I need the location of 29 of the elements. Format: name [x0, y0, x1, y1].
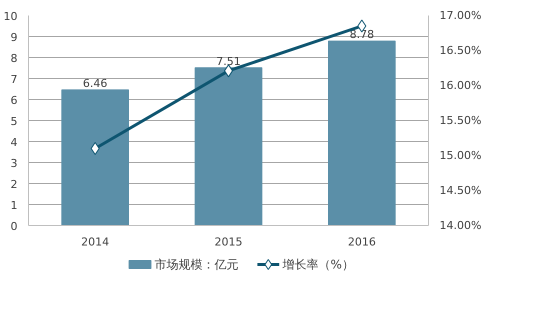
y-tick-label: 6: [10, 94, 18, 107]
x-tick-label: 2015: [214, 236, 243, 248]
x-tick-label: 2016: [348, 236, 376, 248]
y-tick-label: 7: [10, 73, 18, 86]
y2-tick-label: 15.00%: [440, 149, 482, 162]
data-label: 6.46: [82, 76, 108, 90]
y2-tick-label: 16.00%: [440, 79, 482, 92]
y2-tick-label: 16.50%: [440, 44, 482, 57]
y-tick-label: 10: [4, 10, 18, 23]
y2-tick-label: 15.50%: [440, 114, 482, 127]
legend-label: 增长率（%）: [282, 258, 354, 272]
y-tick-label: 2: [10, 178, 18, 191]
y-tick-label: 3: [10, 157, 18, 170]
y-tick-label: 5: [10, 115, 18, 128]
y-tick-label: 4: [10, 136, 18, 149]
y2-tick-label: 14.00%: [440, 219, 482, 232]
x-tick-label: 2014: [81, 236, 110, 248]
y-tick-label: 9: [10, 31, 18, 44]
y2-tick-label: 14.50%: [440, 184, 482, 197]
y-tick-label: 8: [10, 52, 18, 65]
point: [90, 142, 100, 155]
bar: [194, 67, 262, 226]
y-tick-label: 0: [10, 220, 18, 233]
y2-tick-label: 17.00%: [440, 9, 482, 22]
bar: [328, 40, 396, 226]
bar: [61, 89, 129, 226]
y-tick-label: 1: [10, 199, 18, 212]
data-label: 7.51: [216, 54, 241, 68]
legend-label: 市场规模：亿元: [154, 258, 238, 272]
